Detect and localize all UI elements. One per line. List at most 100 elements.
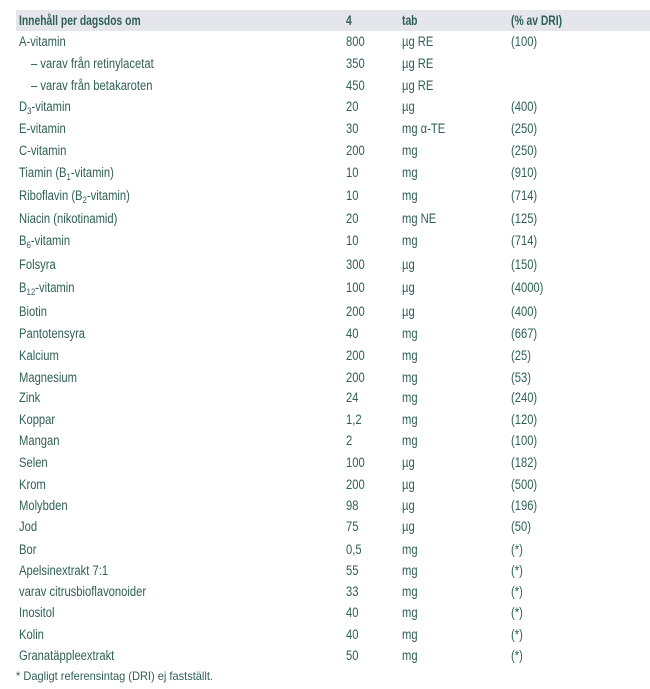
nutrient-name: Jod (18, 519, 37, 535)
table-row: Tiamin (B1-vitamin) 10 mg (910) (16, 162, 650, 183)
nutrient-unit: µg (401, 256, 415, 272)
nutrient-unit: mg (401, 347, 418, 363)
nutrient-name: D3-vitamin (18, 98, 71, 117)
nutrient-name: Zink (18, 390, 40, 406)
table-row: Apelsinextrakt 7:1 55 mg (*) (16, 560, 650, 581)
nutrient-unit: mg (401, 390, 418, 406)
nutrient-name: Kalcium (18, 347, 59, 363)
nutrient-amount: 40 (346, 326, 359, 342)
nutrient-unit: mg (401, 326, 418, 342)
nutrient-name: Bor (18, 541, 36, 557)
nutrient-name: Folsyra (18, 256, 56, 272)
nutrient-dri-percent: (*) (510, 584, 523, 599)
table-row: D3-vitamin 20 µg (400) (16, 96, 650, 117)
table-row: Zink 24 mg (240) (16, 387, 650, 408)
table-row: C-vitamin 200 mg (250) (16, 140, 650, 161)
nutrient-unit: mg (401, 584, 418, 599)
nutrient-name: Selen (18, 455, 48, 471)
table-row: Pantotensyra 40 mg (667) (16, 323, 650, 344)
nutrient-name: Biotin (18, 303, 47, 319)
nutrient-dri-percent: (250) (510, 120, 537, 136)
table-row: Jod 75 µg (50) (16, 516, 650, 537)
table-row: B6-vitamin 10 mg (714) (16, 230, 650, 251)
header-dose-unit: tab (401, 13, 417, 28)
nutrient-amount: 10 (346, 165, 359, 181)
nutrient-dri-percent: (4000) (510, 279, 543, 295)
nutrient-unit: µg (401, 279, 415, 295)
nutrient-dri-percent: (*) (510, 541, 523, 557)
nutrient-unit: mg (401, 541, 418, 557)
table-row: Bor 0,5 mg (*) (16, 539, 650, 560)
nutrient-amount: 100 (346, 279, 365, 295)
nutrient-dri-percent: (*) (510, 605, 523, 621)
nutrient-dri-percent: (250) (510, 142, 537, 158)
nutrient-amount: 100 (346, 455, 365, 471)
nutrient-dri-percent: (100) (510, 433, 537, 448)
nutrient-dri-percent: (196) (510, 497, 537, 513)
table-row: varav citrusbioflavonoider 33 mg (*) (16, 581, 650, 602)
nutrient-name: Granatäppleextrakt (18, 647, 114, 663)
table-footnote: * Dagligt referensintag (DRI) ej faststä… (16, 669, 213, 683)
nutrient-amount: 20 (346, 98, 359, 114)
table-row: – varav från betakaroten 450 µg RE (16, 75, 650, 96)
table-row: – varav från retinylacetat 350 µg RE (16, 53, 650, 74)
nutrient-unit: µg RE (401, 55, 433, 71)
nutrient-name: Apelsinextrakt 7:1 (18, 562, 108, 578)
nutrient-dri-percent: (400) (510, 98, 537, 114)
nutrient-name: Krom (18, 476, 46, 492)
nutrient-unit: µg (401, 497, 415, 513)
table-row: A-vitamin 800 µg RE (100) (16, 31, 650, 52)
table-row: Kalcium 200 mg (25) (16, 345, 650, 366)
header-dose-count: 4 (346, 13, 352, 28)
nutrient-dri-percent: (50) (510, 519, 531, 535)
nutrient-name: B6-vitamin (18, 233, 70, 252)
nutrient-name: A-vitamin (18, 34, 66, 49)
nutrient-dri-percent: (100) (510, 34, 537, 49)
nutrient-name: varav citrusbioflavonoider (18, 584, 146, 599)
nutrient-amount: 450 (346, 77, 365, 93)
nutrient-name: – varav från retinylacetat (30, 55, 154, 71)
nutrient-dri-percent: (667) (510, 326, 537, 342)
nutrient-unit: mg NE (401, 210, 436, 226)
nutrient-unit: mg (401, 647, 418, 663)
nutrient-dri-percent: (53) (510, 369, 531, 385)
nutrient-unit: mg (401, 626, 418, 642)
nutrient-amount: 300 (346, 256, 365, 272)
nutrient-unit: µg (401, 98, 415, 114)
table-row: Granatäppleextrakt 50 mg (*) (16, 645, 650, 666)
table-row: B12-vitamin 100 µg (4000) (16, 277, 650, 298)
nutrient-amount: 40 (346, 605, 359, 621)
nutrient-name: Magnesium (18, 369, 77, 385)
nutrient-unit: mg α-TE (401, 120, 445, 136)
table-row: Kolin 40 mg (*) (16, 624, 650, 645)
nutrient-amount: 50 (346, 647, 359, 663)
nutrient-dri-percent: (714) (510, 187, 537, 203)
nutrient-unit: µg RE (401, 34, 433, 49)
table-row: Folsyra 300 µg (150) (16, 254, 650, 275)
nutrient-unit: mg (401, 187, 418, 203)
nutrient-unit: mg (401, 233, 418, 249)
nutrient-name: C-vitamin (18, 142, 66, 158)
nutrient-dri-percent: (182) (510, 455, 537, 471)
nutrient-name: Tiamin (B1-vitamin) (18, 165, 114, 184)
nutrient-dri-percent: (*) (510, 626, 523, 642)
nutrient-amount: 75 (346, 519, 359, 535)
nutrient-name: Riboflavin (B2-vitamin) (18, 187, 130, 206)
nutrient-unit: mg (401, 433, 418, 448)
table-header-row: Innehåll per dagsdos om 4 tab (% av DRI) (16, 10, 650, 31)
table-row: Molybden 98 µg (196) (16, 495, 650, 516)
nutrient-amount: 98 (346, 497, 359, 513)
table-row: Magnesium 200 mg (53) (16, 367, 650, 388)
nutrient-amount: 10 (346, 233, 359, 249)
nutrient-dri-percent: (*) (510, 647, 523, 663)
nutrient-name: Inositol (18, 605, 55, 621)
table-row: Niacin (nikotinamid) 20 mg NE (125) (16, 208, 650, 229)
nutrient-unit: mg (401, 165, 418, 181)
nutrient-dri-percent: (*) (510, 562, 523, 578)
table-row: Koppar 1,2 mg (120) (16, 409, 650, 430)
header-dri-label: (% av DRI) (510, 13, 562, 28)
nutrient-unit: µg (401, 519, 415, 535)
nutrient-name: Molybden (18, 497, 68, 513)
nutrient-dri-percent: (125) (510, 210, 537, 226)
